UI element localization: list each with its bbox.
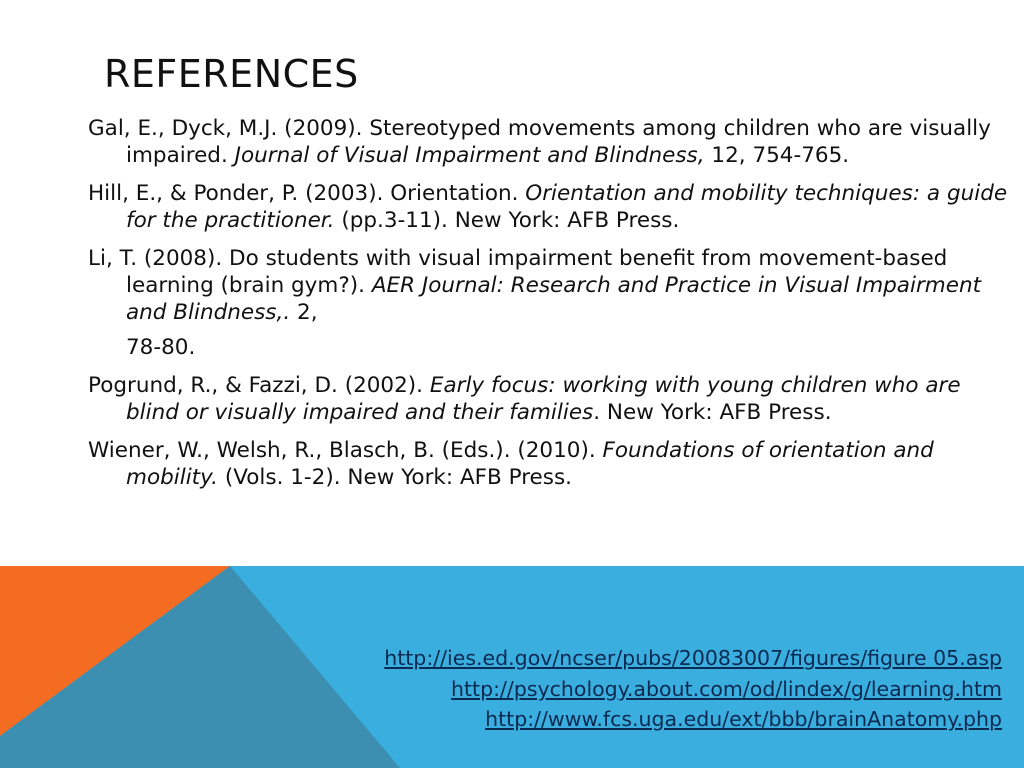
reference-source-title: Journal of Visual Impairment and Blindne… (234, 143, 705, 168)
reference-text: Wiener, W., Welsh, R., Blasch, B. (Eds.)… (88, 438, 603, 463)
reference-text: Li, T. (2008). Do students with visual i… (88, 246, 948, 298)
reference-text: 2, (290, 300, 318, 325)
reference-text: Pogrund, R., & Fazzi, D. (2002). (88, 373, 430, 398)
footer-shapes (0, 566, 1024, 768)
reference-entry: Li, T. (2008). Do students with visual i… (88, 245, 1018, 326)
reference-entry: Pogrund, R., & Fazzi, D. (2002). Early f… (88, 372, 1018, 426)
slide-title: References (104, 52, 359, 96)
source-link[interactable]: http://www.fcs.uga.edu/ext/bbb/brainAnat… (485, 707, 1002, 731)
reference-text: . New York: AFB Press. (593, 400, 832, 425)
reference-text: (pp.3-11). New York: AFB Press. (334, 208, 680, 233)
reference-text: (Vols. 1-2). New York: AFB Press. (217, 465, 573, 490)
reference-entry: Gal, E., Dyck, M.J. (2009). Stereotyped … (88, 115, 1018, 169)
reference-source-title: AER Journal: Research and Practice in Vi… (126, 273, 982, 325)
source-links: http://ies.ed.gov/ncser/pubs/20083007/fi… (384, 643, 1002, 735)
decorative-footer-band (0, 566, 1024, 768)
reference-source-title: Orientation and mobility techniques: a g… (126, 181, 1008, 233)
reference-text: 12, 754-765. (704, 143, 850, 168)
reference-text: Gal, E., Dyck, M.J. (2009). Stereotyped … (88, 116, 991, 168)
reference-entry: Wiener, W., Welsh, R., Blasch, B. (Eds.)… (88, 437, 1018, 491)
source-link[interactable]: http://psychology.about.com/od/lindex/g/… (451, 676, 1002, 701)
reference-list: Gal, E., Dyck, M.J. (2009). Stereotyped … (88, 115, 1018, 502)
overlap-shape (0, 566, 400, 768)
source-link[interactable]: http://ies.ed.gov/ncser/pubs/20083007/fi… (384, 646, 1002, 670)
reference-continuation: 78-80. (126, 335, 196, 360)
reference-entry: Hill, E., & Ponder, P. (2003). Orientati… (88, 180, 1018, 234)
reference-source-title: Foundations of orientation and mobility. (126, 438, 934, 490)
reference-source-title: Early focus: working with young children… (126, 373, 961, 425)
reference-text: Hill, E., & Ponder, P. (2003). Orientati… (88, 181, 526, 206)
